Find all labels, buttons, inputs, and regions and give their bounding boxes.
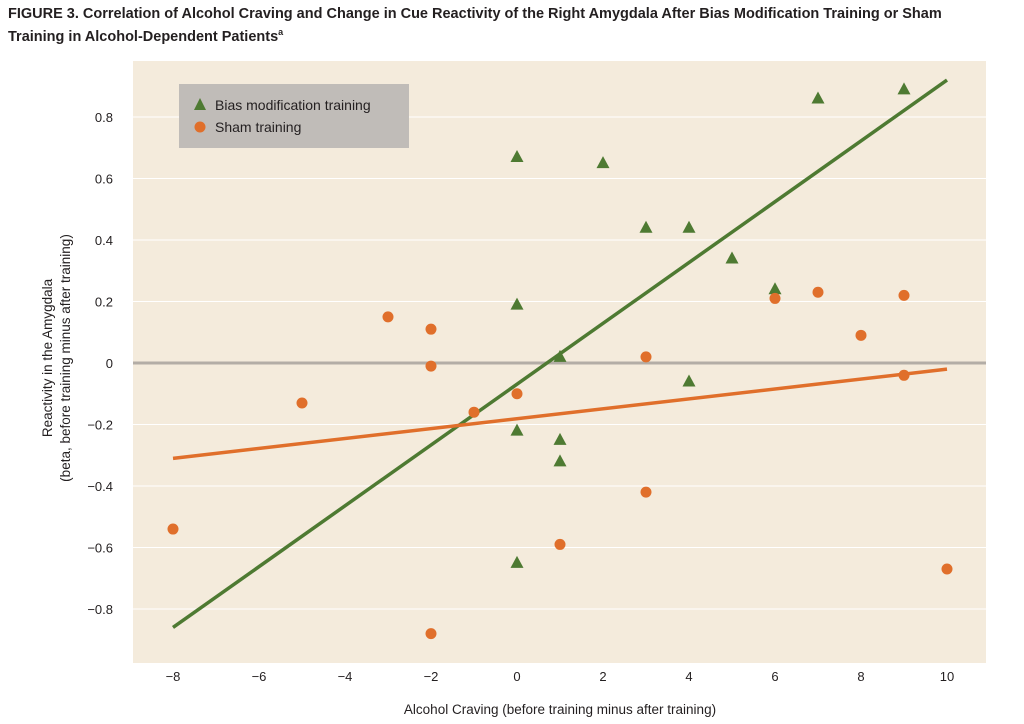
bias-triangle-point <box>768 282 782 295</box>
y-tick-label: 0.4 <box>95 233 113 248</box>
bias-triangle-point <box>682 374 696 387</box>
bias-triangle-point <box>682 220 696 233</box>
x-tick-label: 4 <box>685 669 692 684</box>
bias-triangle-point <box>510 297 524 310</box>
legend-circle-marker <box>194 121 206 133</box>
sham-circle-point <box>898 369 910 381</box>
sham-circle-point <box>941 563 953 575</box>
x-tick-labels: −8 −6 −4 −2 0 2 4 6 8 10 <box>166 669 955 684</box>
sham-circle-point <box>640 351 652 363</box>
sham-circle-point <box>468 406 480 418</box>
figure-title-line2: Training in Alcohol-Dependent Patients <box>8 28 279 45</box>
legend-label-sham: Sham training <box>215 119 301 135</box>
sham-circle-point <box>167 523 179 535</box>
x-axis-label: Alcohol Craving (before training minus a… <box>404 702 716 717</box>
bias-triangle-point <box>553 349 567 362</box>
bias-triangle-point <box>510 555 524 568</box>
bias-triangle-point <box>510 149 524 162</box>
x-tick-label: 2 <box>599 669 606 684</box>
sham-circle-point <box>769 292 781 304</box>
bias-triangle-point <box>811 91 825 104</box>
y-tick-label: −0.2 <box>87 418 113 433</box>
sham-circle-point <box>382 311 394 323</box>
data-markers <box>167 82 953 640</box>
y-tick-label: −0.8 <box>87 602 113 617</box>
sham-circle-point <box>511 388 523 400</box>
sham-circle-point <box>425 323 437 335</box>
sham-circle-point <box>855 329 867 341</box>
y-tick-label: 0.6 <box>95 172 113 187</box>
figure-title-line1: FIGURE 3. Correlation of Alcohol Craving… <box>8 6 942 22</box>
sham-circle-point <box>296 397 308 409</box>
bias-triangle-point <box>553 432 567 445</box>
legend-box <box>179 84 409 148</box>
y-axis-label-line1: Reactivity in the Amygdala <box>40 278 55 437</box>
figure-title: FIGURE 3. Correlation of Alcohol Craving… <box>8 5 1018 46</box>
sham-circle-point <box>425 628 437 640</box>
x-tick-label: −8 <box>166 669 181 684</box>
y-tick-label: 0.8 <box>95 110 113 125</box>
sham-circle-point <box>640 486 652 498</box>
bias-triangle-point <box>553 454 567 467</box>
x-tick-label: 8 <box>857 669 864 684</box>
bias-triangle-point <box>639 220 653 233</box>
legend: Bias modification training Sham training <box>179 84 409 148</box>
sham-circle-point <box>898 289 910 301</box>
figure-title-line2-wrap: Training in Alcohol-Dependent Patientsa <box>8 23 1018 46</box>
bias-triangle-point <box>725 251 739 264</box>
x-tick-label: 0 <box>513 669 520 684</box>
y-tick-label: 0 <box>106 356 113 371</box>
bias-triangle-point <box>596 156 610 169</box>
y-tick-label: 0.2 <box>95 295 113 310</box>
y-tick-label: −0.4 <box>87 479 113 494</box>
y-axis-label: Reactivity in the Amygdala (beta, before… <box>40 234 73 482</box>
x-tick-label: −6 <box>252 669 267 684</box>
x-tick-label: 10 <box>940 669 954 684</box>
x-tick-label: −4 <box>338 669 353 684</box>
grid-lines <box>133 116 986 610</box>
y-tick-labels: −0.8 −0.6 −0.4 −0.2 0 0.2 0.4 0.6 0.8 <box>87 110 113 617</box>
y-axis-label-line2: (beta, before training minus after train… <box>58 234 73 482</box>
sham-circle-point <box>812 286 824 298</box>
sham-fit-line <box>172 367 948 461</box>
sham-circle-point <box>425 360 437 372</box>
bias-triangle-point <box>897 82 911 95</box>
sham-circle-point <box>554 538 566 550</box>
bias-triangle-point <box>510 423 524 436</box>
figure-title-superscript: a <box>278 27 284 37</box>
y-tick-label: −0.6 <box>87 541 113 556</box>
x-tick-label: −2 <box>424 669 439 684</box>
x-tick-label: 6 <box>771 669 778 684</box>
legend-triangle-marker <box>194 98 206 110</box>
legend-label-bias: Bias modification training <box>215 97 371 113</box>
